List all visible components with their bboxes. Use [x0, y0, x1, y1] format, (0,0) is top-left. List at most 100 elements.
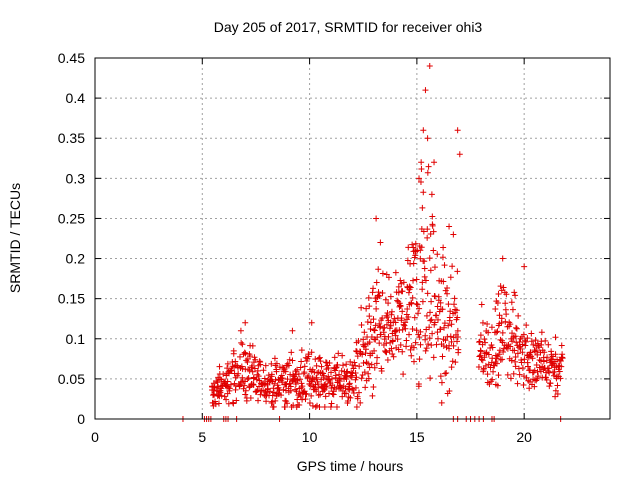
data-point: [495, 372, 502, 379]
data-point: [439, 353, 446, 360]
data-point: [298, 380, 305, 387]
data-point: [333, 403, 340, 410]
data-point: [284, 400, 291, 407]
data-point: [422, 87, 429, 94]
data-point: [478, 301, 485, 308]
y-tick-label: 0.3: [66, 170, 86, 186]
data-point: [358, 304, 365, 311]
data-point: [454, 127, 461, 134]
data-point: [370, 285, 377, 292]
data-point: [383, 321, 390, 328]
data-point: [354, 353, 361, 360]
data-point: [253, 388, 260, 395]
data-point: [556, 368, 563, 375]
data-point: [434, 329, 441, 336]
data-point: [508, 299, 515, 306]
data-point: [212, 398, 219, 405]
data-point: [371, 347, 378, 354]
data-point: [453, 307, 460, 314]
data-point: [410, 344, 417, 351]
data-point: [362, 346, 369, 353]
data-point: [394, 336, 401, 343]
data-point: [239, 341, 246, 348]
data-point: [433, 312, 440, 319]
data-point: [416, 175, 423, 182]
data-point: [395, 283, 402, 290]
data-point: [254, 367, 261, 374]
data-point: [305, 353, 312, 360]
data-point: [370, 383, 377, 390]
data-point: [395, 289, 402, 296]
data-point: [546, 383, 553, 390]
data-point: [485, 351, 492, 358]
data-point: [220, 371, 227, 378]
data-point: [532, 337, 539, 344]
data-point: [512, 292, 519, 299]
data-point: [477, 348, 484, 355]
data-point: [299, 383, 306, 390]
data-point: [403, 343, 410, 350]
data-point: [419, 298, 426, 305]
data-point: [297, 364, 304, 371]
data-point: [513, 324, 520, 331]
data-point: [424, 290, 431, 297]
data-point: [381, 324, 388, 331]
data-point: [315, 384, 322, 391]
data-point: [376, 293, 383, 300]
data-point: [445, 301, 452, 308]
x-tick-label: 0: [91, 429, 99, 445]
data-point: [357, 399, 364, 406]
data-point: [554, 382, 561, 389]
data-point: [350, 389, 357, 396]
data-point: [291, 376, 298, 383]
data-point: [420, 228, 427, 235]
data-point: [537, 357, 544, 364]
data-point: [326, 360, 333, 367]
data-point: [523, 322, 530, 329]
data-point: [308, 392, 315, 399]
data-point: [428, 342, 435, 349]
data-point: [519, 341, 526, 348]
data-point: [427, 309, 434, 316]
data-point: [328, 400, 335, 407]
data-point: [374, 334, 381, 341]
data-point: [450, 342, 457, 349]
data-point: [429, 213, 436, 220]
data-point: [383, 349, 390, 356]
data-point: [407, 346, 414, 353]
data-point: [381, 336, 388, 343]
data-point: [526, 385, 533, 392]
data-point: [373, 279, 380, 286]
data-point: [417, 247, 424, 254]
data-point: [410, 277, 417, 284]
data-point: [302, 390, 309, 397]
data-point: [289, 327, 296, 334]
data-point: [235, 370, 242, 377]
data-point: [255, 397, 262, 404]
data-point: [255, 373, 262, 380]
data-point: [515, 312, 522, 319]
data-point: [267, 388, 274, 395]
data-point: [242, 350, 249, 357]
data-point: [229, 399, 236, 406]
y-tick-label: 0.45: [58, 50, 85, 66]
data-point: [476, 338, 483, 345]
data-point: [454, 338, 461, 345]
data-point: [373, 305, 380, 312]
data-point: [375, 289, 382, 296]
x-axis-label: GPS time / hours: [297, 458, 404, 474]
x-tick-label: 15: [409, 429, 425, 445]
data-point: [351, 359, 358, 366]
data-point: [383, 312, 390, 319]
data-point: [371, 326, 378, 333]
data-point: [358, 375, 365, 382]
data-point: [328, 369, 335, 376]
data-point: [237, 327, 244, 334]
data-point: [425, 163, 432, 170]
data-point: [385, 333, 392, 340]
data-point: [281, 403, 288, 410]
data-point: [256, 358, 263, 365]
data-point: [342, 390, 349, 397]
data-point: [497, 283, 504, 290]
data-point: [380, 329, 387, 336]
